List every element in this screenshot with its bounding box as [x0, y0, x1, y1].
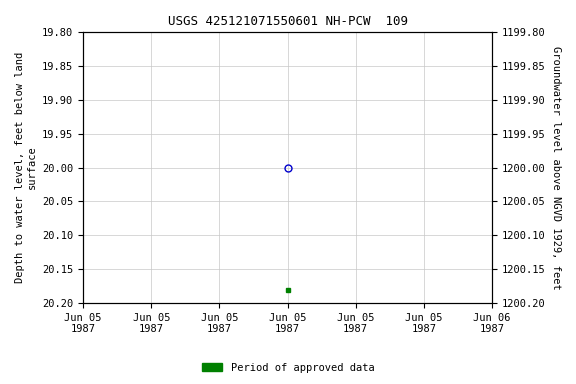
Title: USGS 425121071550601 NH-PCW  109: USGS 425121071550601 NH-PCW 109	[168, 15, 408, 28]
Legend: Period of approved data: Period of approved data	[198, 359, 378, 377]
Y-axis label: Depth to water level, feet below land
surface: Depth to water level, feet below land su…	[15, 52, 37, 283]
Y-axis label: Groundwater level above NGVD 1929, feet: Groundwater level above NGVD 1929, feet	[551, 46, 561, 290]
